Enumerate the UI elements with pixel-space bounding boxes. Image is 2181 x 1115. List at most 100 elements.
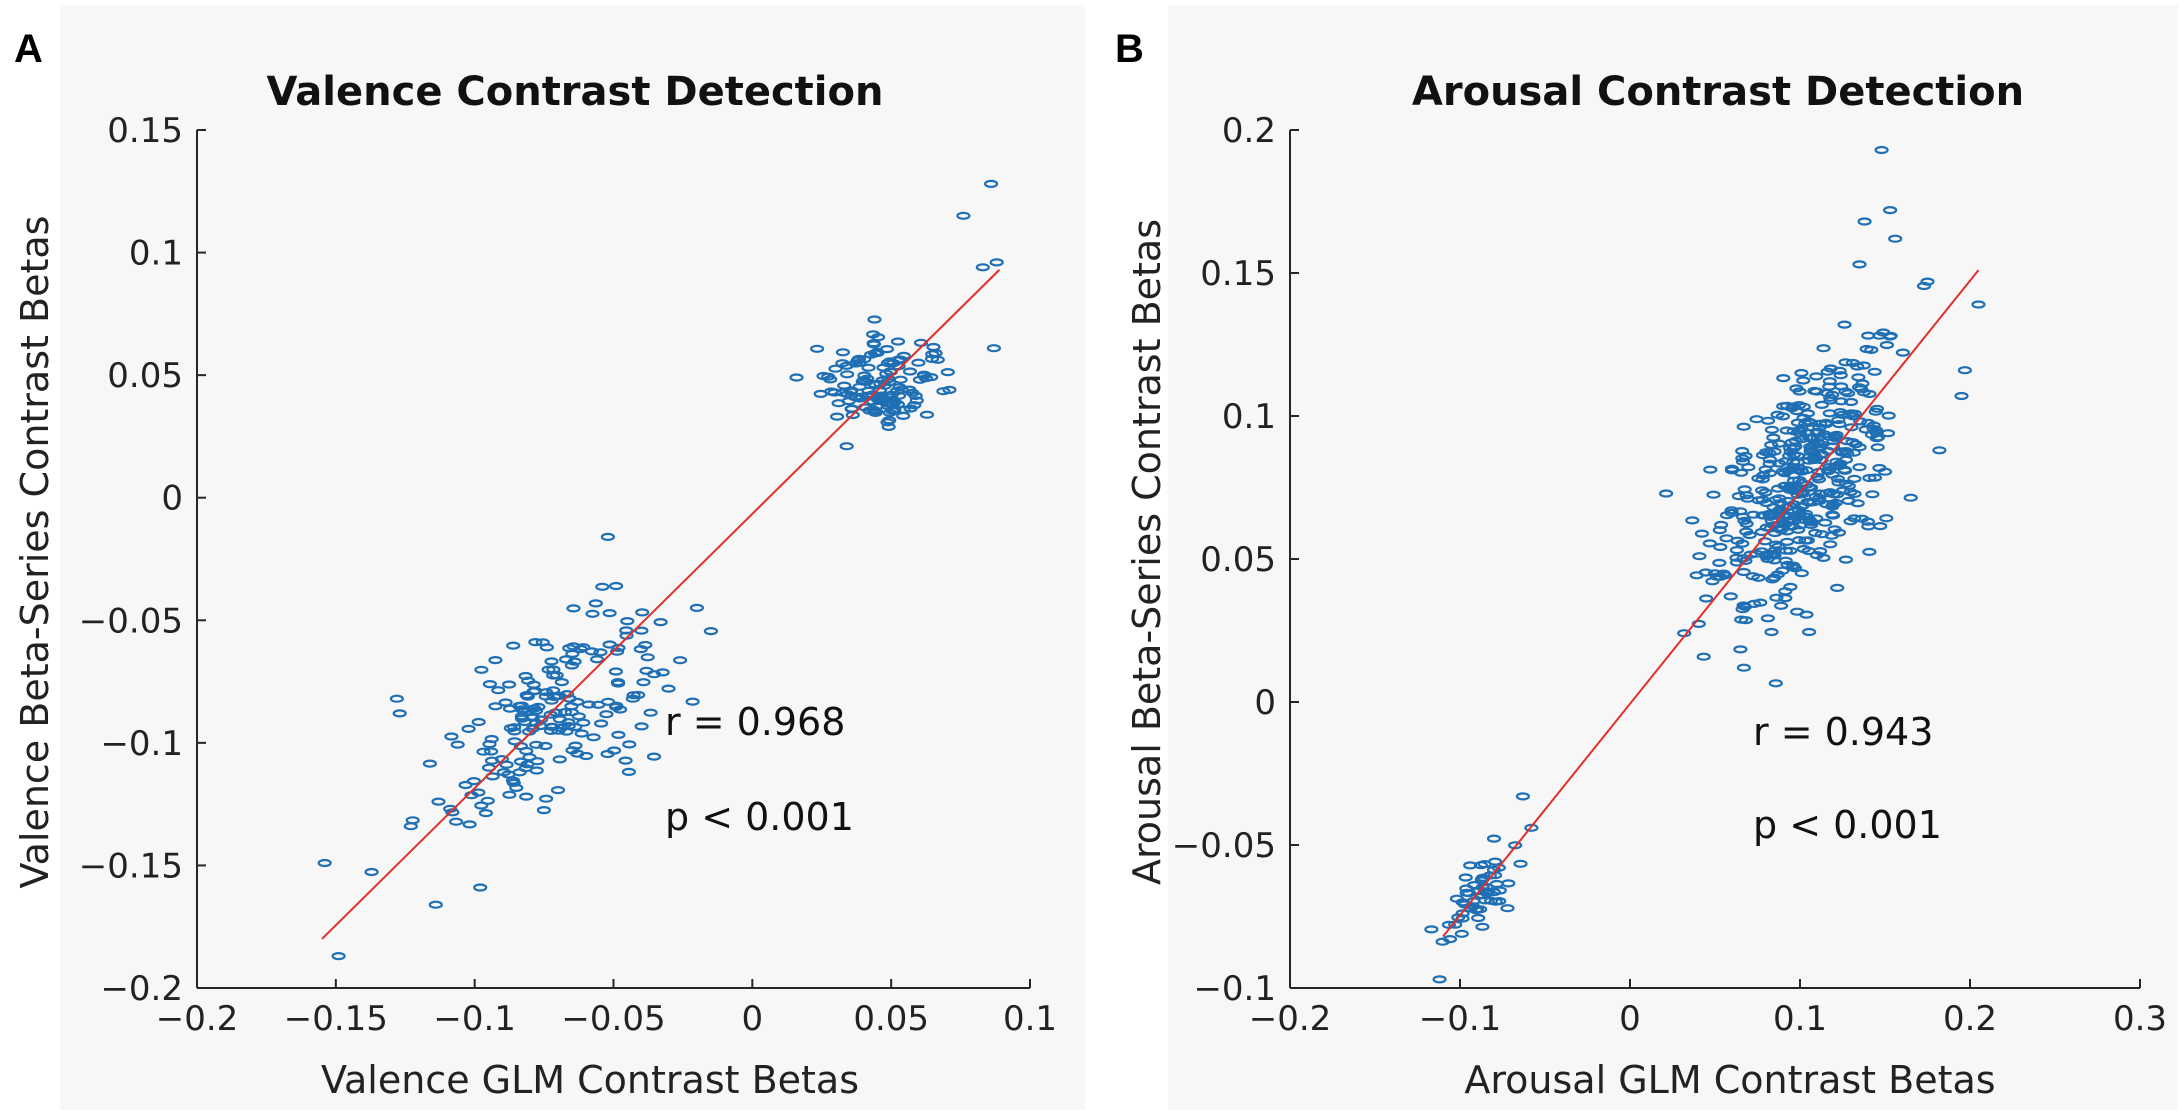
panel-b-data-point	[1792, 509, 1807, 518]
panel-b-data-point	[1783, 546, 1798, 555]
panel-b-data-point	[1888, 234, 1903, 243]
panel-a-data-point	[924, 373, 939, 382]
panel-a-data-point	[839, 442, 854, 451]
panel-b-data-point	[1712, 525, 1727, 535]
panel-b-data-point	[1870, 443, 1885, 452]
panel-a-data-point	[392, 709, 407, 718]
panel-a-data-point	[919, 410, 935, 419]
panel-b-data-point	[1733, 645, 1748, 654]
panel-b-data-point	[1703, 465, 1718, 474]
panel-b-data-point	[1847, 474, 1862, 483]
panel-b-data-point	[1730, 536, 1745, 545]
panel-a-data-point	[890, 337, 906, 346]
panel-b-data-point	[1481, 887, 1496, 897]
panel-a-data-point	[902, 367, 918, 376]
panel-b-y-tick-label: 0	[1254, 683, 1276, 723]
panel-a-y-tick-label: −0.05	[79, 601, 183, 641]
panel-a-data-point	[653, 617, 668, 627]
panel-b-data-point	[1694, 529, 1710, 538]
panel-b-data-point	[1814, 400, 1829, 409]
panel-a-fit-line	[321, 269, 1001, 940]
panel-a-data-point	[599, 710, 614, 719]
panel-b-data-point	[1783, 582, 1798, 592]
panel-b-data-point	[1801, 456, 1817, 465]
panel-b-data-point	[1736, 663, 1752, 672]
panel-b-data-point	[1794, 368, 1809, 378]
panel-a-data-point	[625, 694, 641, 703]
panel-b-data-point	[1861, 331, 1876, 340]
panel-b-data-point	[1469, 905, 1484, 915]
panel-a-data-point	[600, 697, 616, 706]
panel-b-data-point	[1803, 418, 1819, 427]
panel-a-data-point	[566, 604, 581, 613]
panel-b-data-point	[1865, 490, 1880, 499]
panel-b-data-point	[1782, 485, 1797, 494]
panel-b-data-point	[1458, 873, 1473, 882]
panel-a-data-point	[444, 732, 459, 741]
panel-a-data-point	[450, 740, 465, 749]
panel-a-data-point	[896, 411, 911, 420]
panel-a-data-point	[881, 422, 896, 431]
panel-b-data-point	[1724, 466, 1740, 475]
panel-a-data-point	[566, 642, 581, 651]
panel-a-data-point	[824, 387, 839, 396]
panel-a-data-point	[552, 715, 568, 724]
panel-a-data-point	[488, 655, 503, 665]
panel-b-data-point	[1837, 466, 1853, 475]
panel-a-data-point	[844, 386, 859, 395]
panel-b-data-point	[1837, 320, 1852, 329]
panel-b-data-point	[1957, 366, 1973, 375]
panel-b-data-point	[1840, 389, 1856, 398]
panel-b-data-point	[1831, 415, 1846, 425]
panel-b-data-point	[1808, 528, 1823, 538]
panel-b-data-point	[1707, 569, 1723, 578]
panel-b-data-point	[1879, 514, 1894, 523]
panel-a-x-tick-label: −0.05	[561, 999, 665, 1039]
panel-b-data-point	[1713, 542, 1728, 552]
panel-b-data-point	[1807, 386, 1822, 396]
panel-a-data-point	[538, 794, 554, 803]
panel-b-data-point	[1779, 527, 1795, 536]
panel-b-data-point	[1852, 443, 1867, 452]
panel-a-x-tick-label: 0.05	[853, 999, 929, 1039]
panel-a-data-point	[870, 333, 886, 342]
panel-a-data-point	[578, 751, 594, 761]
panel-b-data-point	[1811, 475, 1827, 484]
panel-a-data-point	[545, 722, 561, 732]
panel-b-data-point	[1799, 480, 1814, 489]
panel-b-data-point	[1729, 553, 1744, 562]
panel-b-data-point	[1882, 206, 1898, 215]
panel-a-data-point	[557, 707, 573, 717]
panel-b-data-point	[1778, 593, 1793, 603]
panel-a-y-tick-label: −0.1	[100, 724, 183, 764]
panel-b-data-point	[1658, 489, 1674, 498]
panel-b-data-point	[1477, 896, 1493, 905]
panel-b-data-point	[1723, 592, 1738, 601]
panel-a-data-point	[640, 653, 655, 662]
panel-b-data-point	[1712, 558, 1727, 568]
panel-b-data-point	[1735, 605, 1750, 614]
panel-b-data-point	[1757, 537, 1773, 546]
panel-b-data-point	[1803, 442, 1818, 451]
panel-a-data-point	[473, 883, 488, 892]
panel-a-data-point	[574, 729, 589, 738]
panel-b-data-point	[1799, 466, 1814, 475]
panel-b-data-point	[1832, 420, 1847, 429]
panel-b-data-point	[1696, 652, 1711, 661]
panel-a-data-point	[502, 790, 517, 799]
panel-a-data-point	[850, 356, 865, 365]
panel-b-x-tick-label: −0.2	[1249, 999, 1332, 1039]
panel-a-data-point	[608, 667, 624, 676]
panel-a-data-point	[422, 759, 437, 768]
panel-a-data-point	[544, 657, 559, 666]
panel-a-data-point	[536, 805, 552, 815]
panel-a-data-point	[466, 776, 481, 786]
panel-a-data-point	[474, 665, 489, 674]
panel-b-data-point	[1831, 478, 1846, 487]
panel-a-data-point	[893, 375, 908, 384]
panel-b-y-tick-label: 0.15	[1200, 254, 1276, 294]
panel-b-data-point	[1862, 547, 1877, 557]
panel-b-data-point	[1501, 879, 1516, 888]
panel-b-data-point	[1862, 389, 1877, 399]
panel-a-title: Valence Contrast Detection	[267, 69, 884, 115]
